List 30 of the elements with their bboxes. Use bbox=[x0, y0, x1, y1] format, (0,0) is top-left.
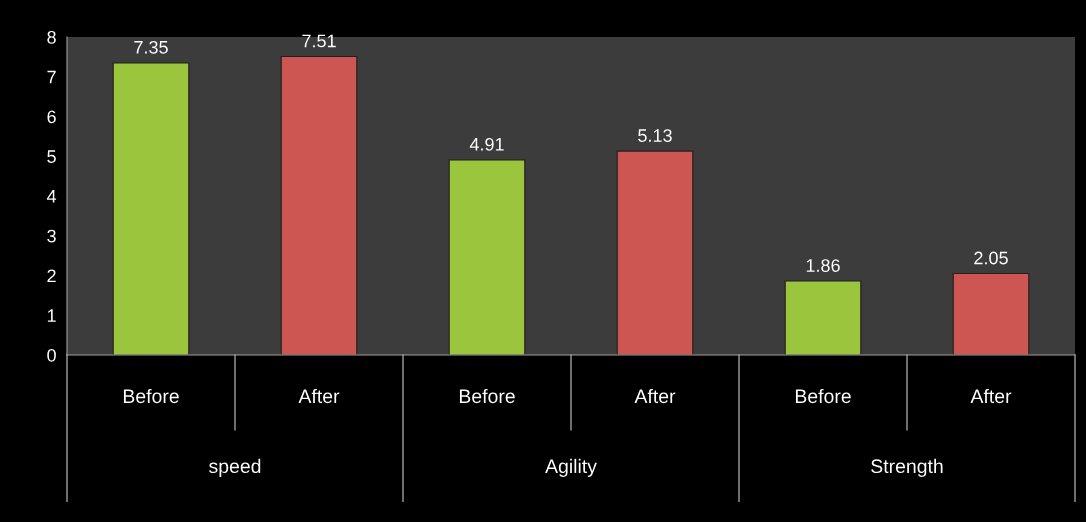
text: Strength bbox=[871, 458, 943, 477]
data-label: 2.05 bbox=[974, 251, 1008, 265]
y-tick-label: 5 bbox=[47, 150, 56, 163]
bar bbox=[448, 159, 526, 355]
bar bbox=[616, 150, 694, 355]
x-tick-label: Before bbox=[459, 388, 515, 404]
x-tick-label: After bbox=[298, 388, 340, 404]
data-label: 5.13 bbox=[638, 129, 672, 142]
y-tick-label: 3 bbox=[47, 229, 56, 243]
y-tick-label: 8 bbox=[47, 30, 56, 44]
bar bbox=[280, 55, 358, 355]
y-tick-label: 2 bbox=[47, 269, 56, 283]
y-tick-label: 4 bbox=[46, 190, 57, 203]
bar bbox=[784, 280, 862, 355]
data-label: 7.35 bbox=[134, 40, 168, 54]
bar bbox=[112, 62, 190, 355]
x-tick-label: Before bbox=[795, 388, 851, 404]
y-tick-label: 1 bbox=[47, 309, 56, 322]
x-tick-label: Before bbox=[123, 388, 179, 404]
data-label: 1.86 bbox=[806, 259, 840, 272]
y-tick-label: 0 bbox=[47, 348, 56, 362]
x-tick-label: After bbox=[970, 388, 1012, 404]
data-label: 4.91 bbox=[469, 137, 504, 151]
x-tick-label: After bbox=[634, 388, 676, 404]
data-label: 7.51 bbox=[302, 34, 336, 48]
y-tick-label: 7 bbox=[47, 70, 56, 84]
text: speed bbox=[209, 458, 261, 477]
bar bbox=[952, 272, 1030, 355]
y-tick-label: 6 bbox=[47, 110, 56, 124]
text: Agility bbox=[545, 458, 597, 477]
